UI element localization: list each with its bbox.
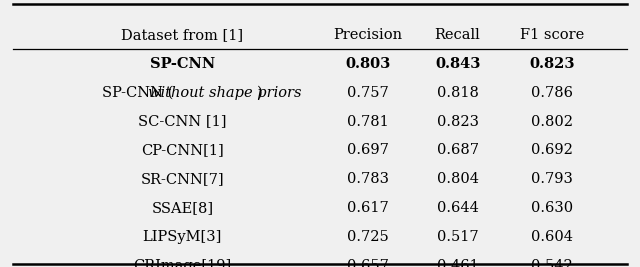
Text: 0.843: 0.843 — [435, 57, 480, 71]
Text: 0.644: 0.644 — [436, 201, 479, 215]
Text: 0.517: 0.517 — [436, 230, 479, 244]
Text: 0.823: 0.823 — [529, 57, 575, 71]
Text: 0.697: 0.697 — [347, 143, 389, 157]
Text: 0.781: 0.781 — [347, 115, 389, 128]
Text: Recall: Recall — [435, 28, 481, 42]
Text: 0.604: 0.604 — [531, 230, 573, 244]
Text: SC-CNN [1]: SC-CNN [1] — [138, 115, 227, 128]
Text: F1 score: F1 score — [520, 28, 584, 42]
Text: CP-CNN[1]: CP-CNN[1] — [141, 143, 224, 157]
Text: LIPSyM[3]: LIPSyM[3] — [143, 230, 222, 244]
Text: 0.657: 0.657 — [347, 259, 389, 267]
Text: 0.617: 0.617 — [347, 201, 389, 215]
Text: 0.630: 0.630 — [531, 201, 573, 215]
Text: SP-CNN: SP-CNN — [150, 57, 215, 71]
Text: SP-CNN (: SP-CNN ( — [102, 86, 173, 100]
Text: SR-CNN[7]: SR-CNN[7] — [141, 172, 224, 186]
Text: SSAE[8]: SSAE[8] — [151, 201, 214, 215]
Text: Dataset from [1]: Dataset from [1] — [122, 28, 243, 42]
Text: 0.802: 0.802 — [531, 115, 573, 128]
Text: 0.818: 0.818 — [436, 86, 479, 100]
Text: 0.823: 0.823 — [436, 115, 479, 128]
Text: 0.461: 0.461 — [436, 259, 479, 267]
Text: 0.783: 0.783 — [347, 172, 389, 186]
Text: without shape priors: without shape priors — [148, 86, 302, 100]
Text: 0.804: 0.804 — [436, 172, 479, 186]
Text: 0.692: 0.692 — [531, 143, 573, 157]
Text: 0.803: 0.803 — [346, 57, 390, 71]
Text: 0.757: 0.757 — [347, 86, 389, 100]
Text: 0.793: 0.793 — [531, 172, 573, 186]
Text: 0.542: 0.542 — [531, 259, 573, 267]
Text: 0.687: 0.687 — [436, 143, 479, 157]
Text: 0.786: 0.786 — [531, 86, 573, 100]
Text: Precision: Precision — [333, 28, 403, 42]
Text: 0.725: 0.725 — [347, 230, 389, 244]
Text: CRImage[19]: CRImage[19] — [133, 259, 232, 267]
Text: ): ) — [257, 86, 263, 100]
